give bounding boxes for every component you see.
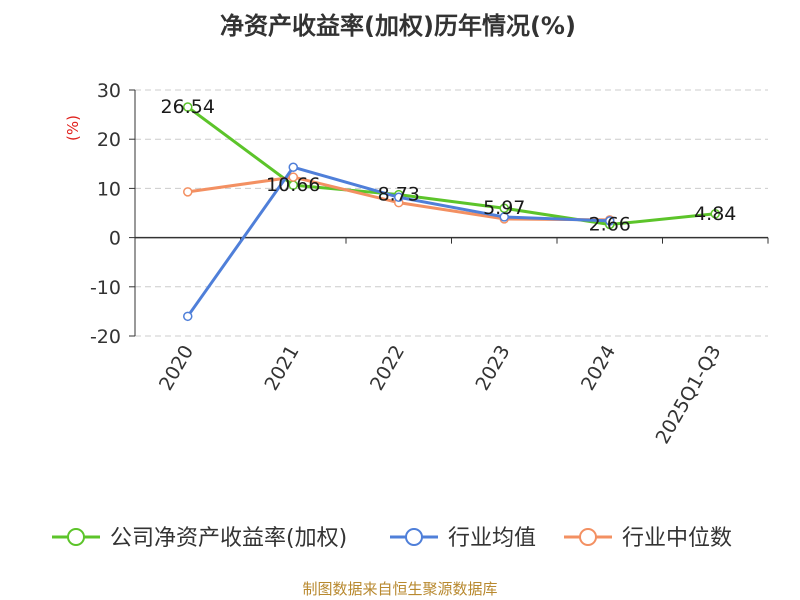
x-tick-label: 2021 xyxy=(260,342,303,395)
y-tick-label: 20 xyxy=(97,129,121,151)
y-tick-label: 10 xyxy=(97,178,121,200)
series-point-1 xyxy=(288,162,298,172)
source-note: 制图数据来自恒生聚源数据库 xyxy=(302,580,497,598)
series-lines xyxy=(183,102,720,322)
data-label: 26.54 xyxy=(161,96,215,118)
y-tick-label: 0 xyxy=(109,228,121,250)
legend-entry: 行业中位数 xyxy=(622,526,732,551)
series-point-1 xyxy=(499,212,509,222)
series-point-1 xyxy=(394,192,404,203)
grid-lines xyxy=(135,89,768,337)
x-tick-label: 2022 xyxy=(366,342,409,395)
data-label: 5.97 xyxy=(483,197,525,219)
legend-swatch-marker xyxy=(67,528,85,546)
series-point-0 xyxy=(183,102,193,112)
series-point-1 xyxy=(605,216,615,226)
y-tick-label: 30 xyxy=(97,80,121,102)
series-point-2 xyxy=(288,172,298,182)
x-tick-label: 2025Q1-Q3 xyxy=(652,342,726,448)
x-tick-label: 2020 xyxy=(155,342,198,395)
legend-entry: 公司净资产收益率(加权) xyxy=(110,526,347,551)
x-tick-label: 2023 xyxy=(471,342,514,395)
data-labels: 26.54 10.66 8.73 5.97 2.66 4.84 xyxy=(161,96,737,235)
data-label: 8.73 xyxy=(378,184,420,206)
data-label: 2.66 xyxy=(589,214,631,236)
x-tick-labels: 2020 2021 2022 2023 2024 2025Q1-Q3 xyxy=(155,342,726,448)
chart-title: 净资产收益率(加权)历年情况(%) xyxy=(220,12,576,40)
x-tick-label: 2024 xyxy=(577,342,620,395)
legend-swatch-marker xyxy=(579,528,597,546)
data-label: 10.66 xyxy=(266,174,320,196)
series-line-0 xyxy=(186,105,716,227)
data-label: 4.84 xyxy=(694,203,736,225)
y-tick-label: -10 xyxy=(90,277,121,299)
legend-swatch-marker xyxy=(405,528,423,546)
series-point-0 xyxy=(710,209,720,219)
legend-entry: 行业均值 xyxy=(448,526,536,551)
legend: 公司净资产收益率(加权) 行业均值 行业中位数 xyxy=(52,526,732,551)
y-tick-label: -20 xyxy=(90,326,121,348)
series-point-1 xyxy=(183,311,193,322)
axes xyxy=(129,89,769,337)
series-point-2 xyxy=(183,187,193,197)
y-tick-labels: 30 20 10 0 -10 -20 xyxy=(90,80,121,348)
y-axis-label: (%) xyxy=(64,115,82,141)
